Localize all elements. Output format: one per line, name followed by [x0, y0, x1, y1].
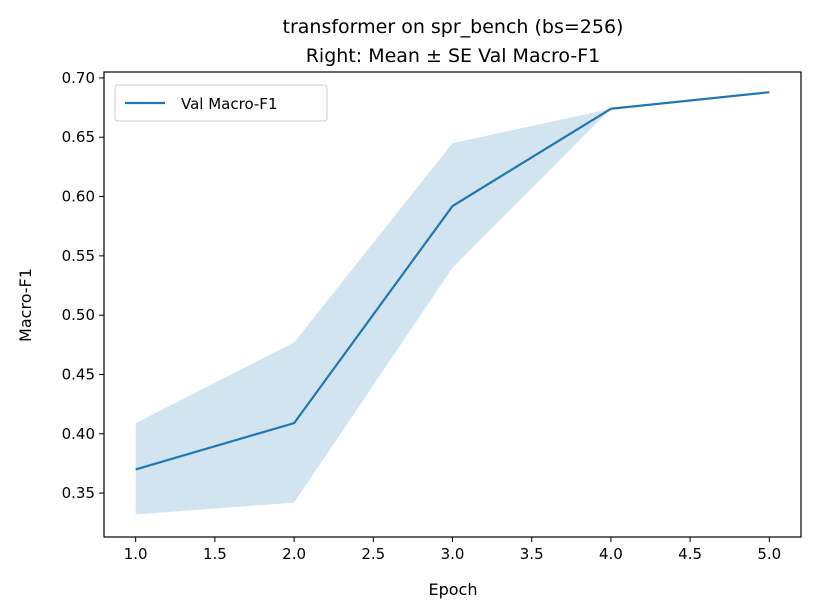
- y-tick-label: 0.60: [62, 188, 95, 206]
- se-band-0: [135, 92, 770, 515]
- x-tick-label: 5.0: [757, 545, 781, 563]
- x-axis-label: Epoch: [429, 580, 478, 599]
- plot-area: [135, 91, 770, 515]
- legend: Val Macro-F1: [114, 84, 328, 122]
- chart-subtitle: Right: Mean ± SE Val Macro-F1: [306, 45, 601, 67]
- x-tick-label: 2.5: [361, 545, 385, 563]
- x-tick-label: 1.5: [203, 545, 227, 563]
- y-tick-label: 0.40: [62, 425, 95, 443]
- x-tick-label: 4.5: [678, 545, 702, 563]
- x-tick-label: 3.0: [441, 545, 465, 563]
- y-tick-label: 0.65: [62, 128, 95, 146]
- x-tick-label: 3.5: [520, 545, 544, 563]
- x-tick-label: 4.0: [599, 545, 623, 563]
- y-tick-label: 0.50: [62, 306, 95, 324]
- series-line-0: [135, 91, 770, 471]
- legend-box: [114, 84, 328, 122]
- y-tick-label: 0.45: [62, 365, 95, 383]
- x-axis: 1.0 1.5 2.0 2.5 3.0 3.5 4.0 4.5 5.0: [124, 537, 781, 563]
- y-tick-label: 0.35: [62, 484, 95, 502]
- y-tick-label: 0.55: [62, 247, 95, 265]
- x-tick-label: 1.0: [124, 545, 148, 563]
- x-tick-label: 2.0: [282, 545, 306, 563]
- legend-label: Val Macro-F1: [181, 95, 277, 113]
- y-axis-label: Macro-F1: [16, 268, 35, 342]
- y-tick-label: 0.70: [62, 69, 95, 87]
- y-axis: 0.35 0.40 0.45 0.50 0.55 0.60 0.65 0.70: [62, 69, 104, 502]
- chart-title: transformer on spr_bench (bs=256): [283, 16, 624, 38]
